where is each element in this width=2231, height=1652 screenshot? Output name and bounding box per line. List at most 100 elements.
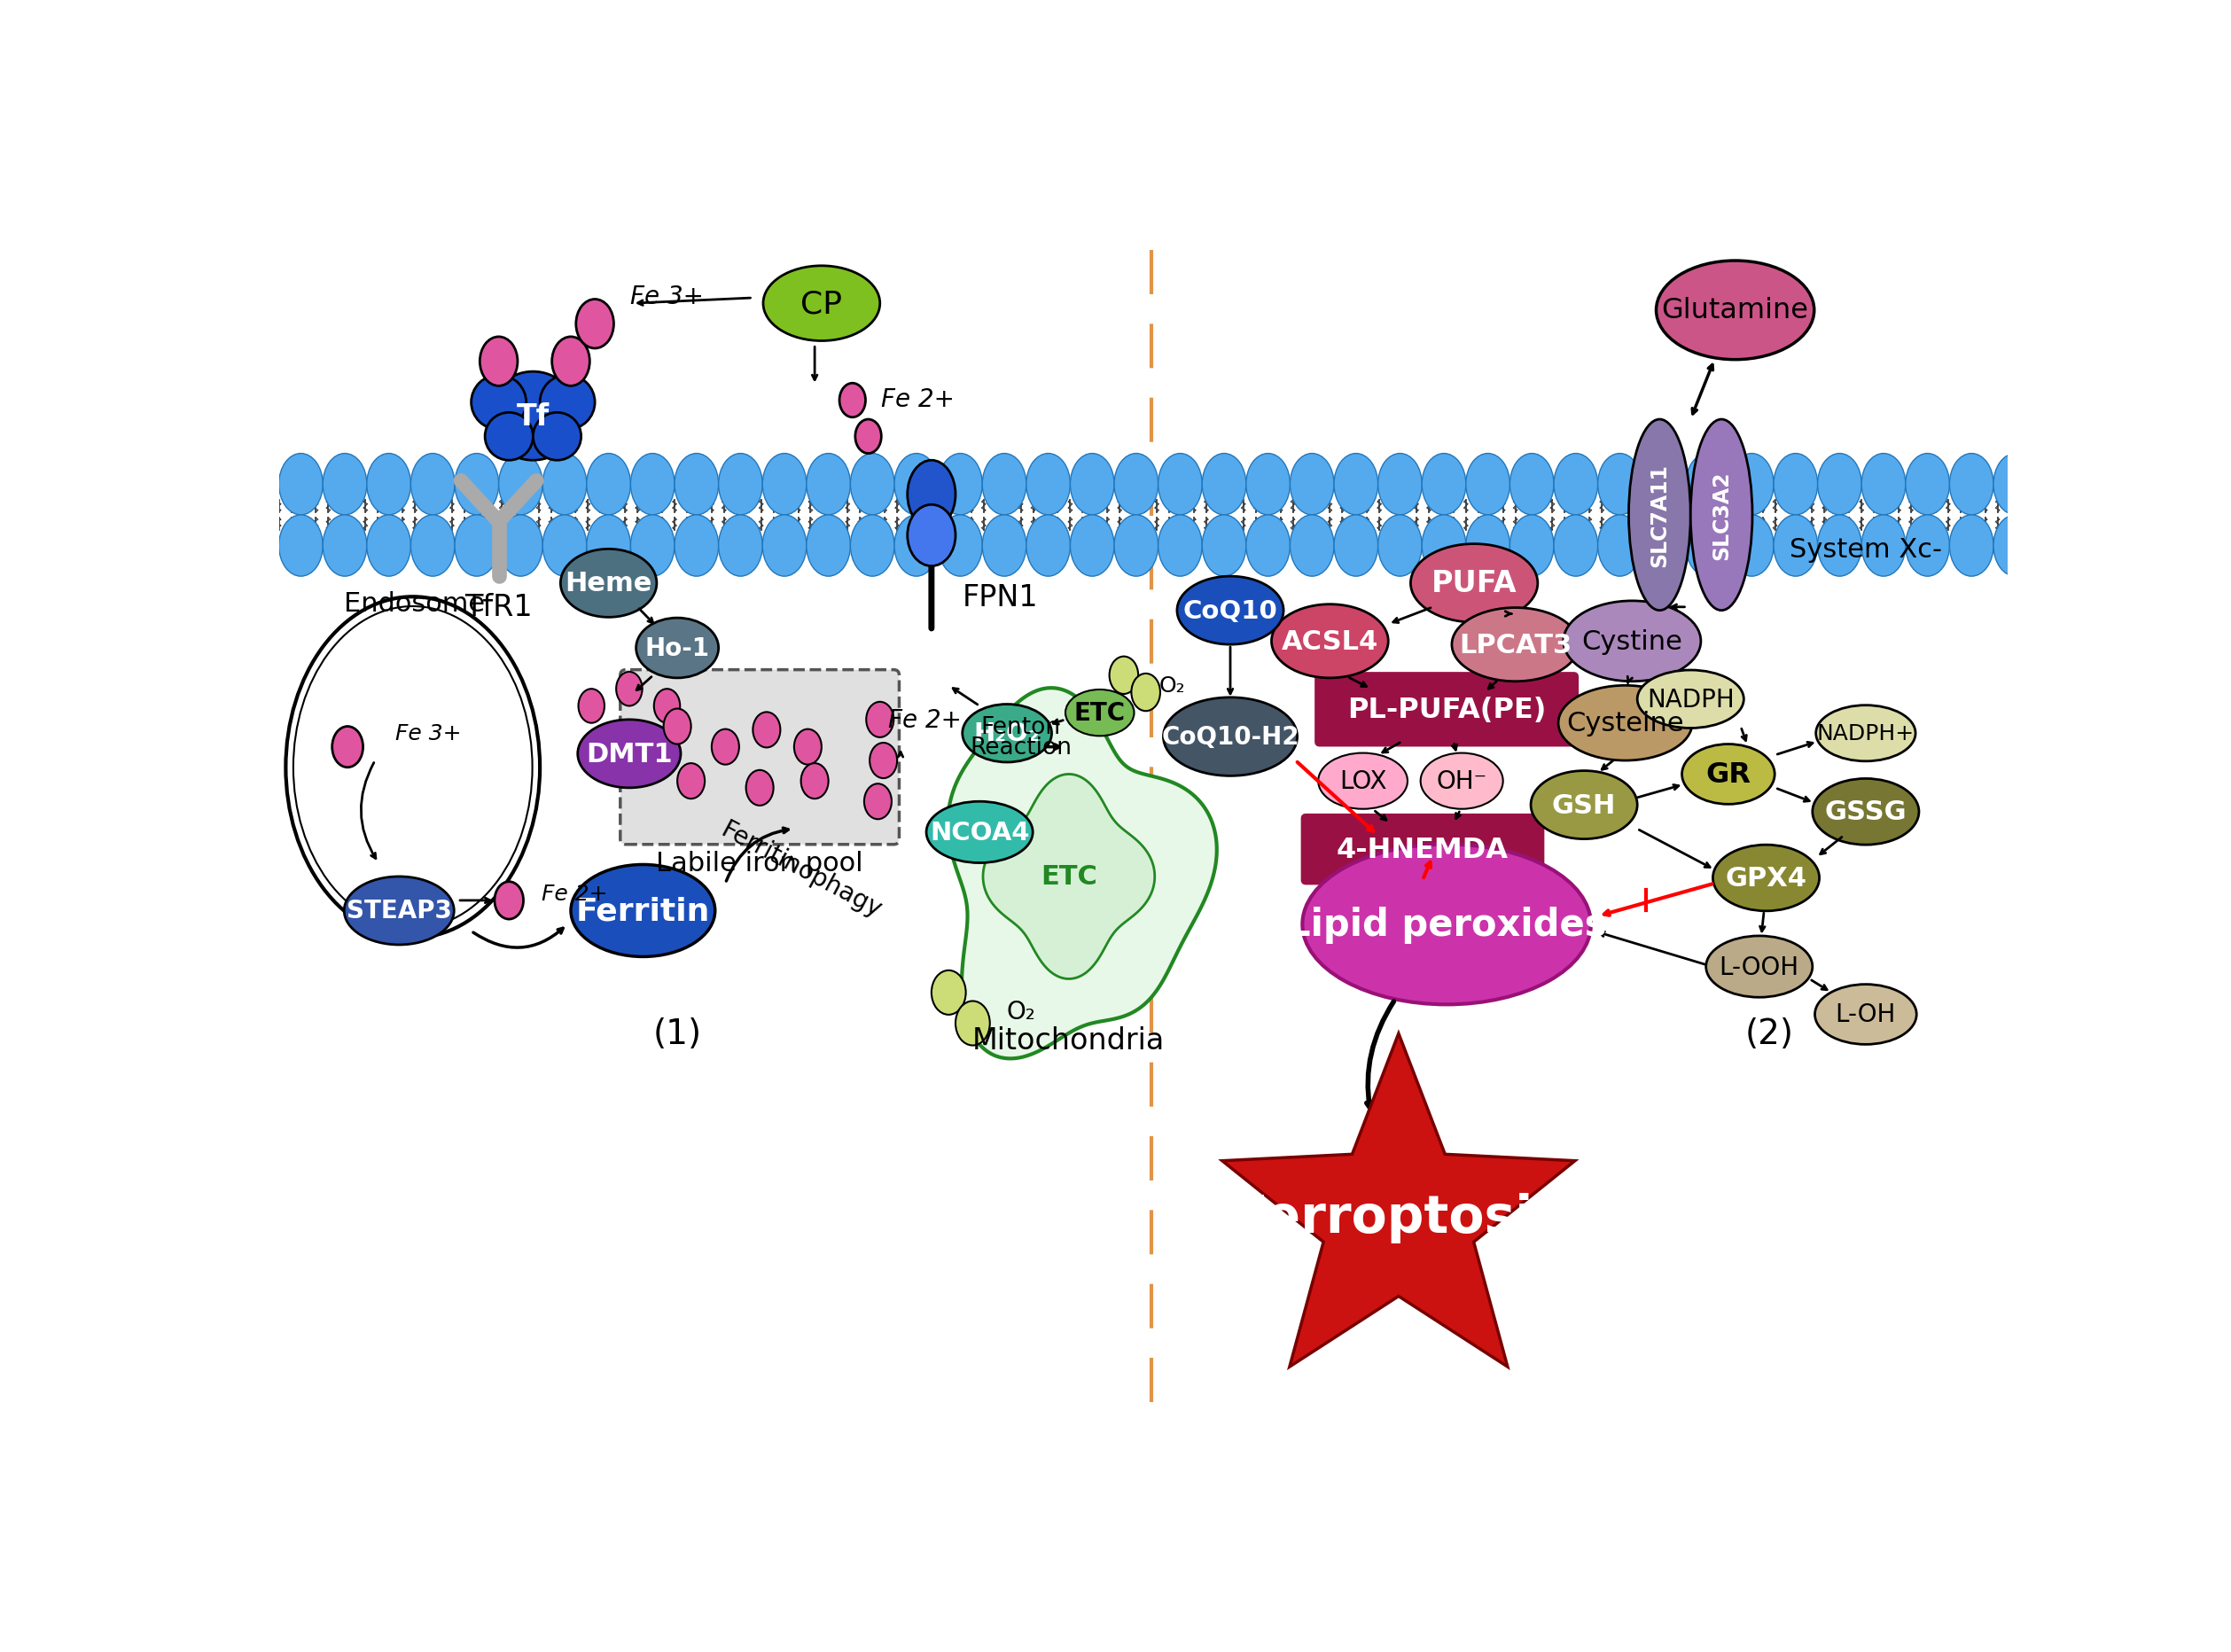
Text: TfR1: TfR1 xyxy=(464,593,533,623)
Text: Fe 2+: Fe 2+ xyxy=(542,884,607,905)
Ellipse shape xyxy=(455,515,500,577)
Text: Mitochondria: Mitochondria xyxy=(973,1026,1165,1056)
Ellipse shape xyxy=(366,515,411,577)
FancyBboxPatch shape xyxy=(1303,816,1544,884)
Ellipse shape xyxy=(1421,753,1504,809)
Ellipse shape xyxy=(895,454,939,515)
Ellipse shape xyxy=(1066,691,1133,737)
Text: Tf: Tf xyxy=(518,401,549,431)
Ellipse shape xyxy=(1816,705,1916,762)
Ellipse shape xyxy=(455,454,500,515)
Ellipse shape xyxy=(1334,454,1379,515)
Text: Fe 3+: Fe 3+ xyxy=(395,724,462,745)
Ellipse shape xyxy=(631,515,674,577)
Ellipse shape xyxy=(926,801,1033,864)
Ellipse shape xyxy=(1995,454,2037,515)
Text: Fe 2+: Fe 2+ xyxy=(881,387,955,411)
Ellipse shape xyxy=(1642,515,1687,577)
Ellipse shape xyxy=(1158,454,1203,515)
Ellipse shape xyxy=(1162,697,1296,776)
Text: L-OH: L-OH xyxy=(1836,1003,1896,1028)
Ellipse shape xyxy=(542,454,587,515)
Ellipse shape xyxy=(805,515,850,577)
Text: (1): (1) xyxy=(654,1018,703,1051)
Ellipse shape xyxy=(344,877,455,945)
Ellipse shape xyxy=(805,454,850,515)
Ellipse shape xyxy=(850,515,895,577)
Text: SLC3A2: SLC3A2 xyxy=(1711,471,1731,560)
Text: Ho-1: Ho-1 xyxy=(645,636,709,661)
Ellipse shape xyxy=(1452,608,1580,682)
Ellipse shape xyxy=(962,705,1051,763)
Text: Cystine: Cystine xyxy=(1582,629,1682,654)
Ellipse shape xyxy=(763,515,805,577)
Ellipse shape xyxy=(1553,454,1597,515)
Ellipse shape xyxy=(560,550,656,618)
Ellipse shape xyxy=(1564,601,1700,682)
Text: NADPH+: NADPH+ xyxy=(1816,724,1914,745)
Ellipse shape xyxy=(745,770,774,806)
Ellipse shape xyxy=(712,730,738,765)
Ellipse shape xyxy=(542,515,587,577)
Ellipse shape xyxy=(495,882,524,920)
Text: O₂: O₂ xyxy=(1006,999,1035,1024)
Ellipse shape xyxy=(866,702,895,738)
Ellipse shape xyxy=(1818,454,1861,515)
Polygon shape xyxy=(948,689,1216,1059)
Ellipse shape xyxy=(654,689,680,724)
Ellipse shape xyxy=(1553,515,1597,577)
Ellipse shape xyxy=(576,301,614,349)
Ellipse shape xyxy=(500,515,542,577)
Ellipse shape xyxy=(1629,420,1691,611)
Text: CP: CP xyxy=(801,289,843,319)
Ellipse shape xyxy=(982,515,1026,577)
Text: LPCAT3: LPCAT3 xyxy=(1459,633,1571,657)
Text: CoQ10-H2: CoQ10-H2 xyxy=(1162,725,1298,750)
Ellipse shape xyxy=(1774,454,1818,515)
Ellipse shape xyxy=(1247,454,1290,515)
Ellipse shape xyxy=(1687,454,1729,515)
Ellipse shape xyxy=(571,866,716,957)
Text: Fenton: Fenton xyxy=(982,715,1060,738)
Polygon shape xyxy=(984,775,1156,980)
Ellipse shape xyxy=(471,375,527,430)
Ellipse shape xyxy=(1158,515,1203,577)
Text: Fe 2+: Fe 2+ xyxy=(888,707,962,732)
Ellipse shape xyxy=(279,454,323,515)
Text: Reaction: Reaction xyxy=(970,735,1071,758)
Ellipse shape xyxy=(578,689,605,724)
Ellipse shape xyxy=(1410,545,1537,623)
Ellipse shape xyxy=(1071,515,1113,577)
Ellipse shape xyxy=(870,743,897,778)
Ellipse shape xyxy=(933,971,966,1014)
Text: Endosome: Endosome xyxy=(344,591,484,616)
Text: H₂O₂: H₂O₂ xyxy=(975,722,1040,747)
Ellipse shape xyxy=(489,372,578,461)
Text: GPX4: GPX4 xyxy=(1725,866,1807,890)
Ellipse shape xyxy=(631,454,674,515)
Ellipse shape xyxy=(1557,686,1693,762)
Ellipse shape xyxy=(1812,780,1919,846)
Text: ETC: ETC xyxy=(1040,864,1098,890)
Ellipse shape xyxy=(292,606,533,928)
Text: GSH: GSH xyxy=(1553,793,1615,818)
Ellipse shape xyxy=(1203,515,1247,577)
Ellipse shape xyxy=(1421,454,1466,515)
Ellipse shape xyxy=(1247,515,1290,577)
Ellipse shape xyxy=(1113,454,1158,515)
Text: Lipid peroxides: Lipid peroxides xyxy=(1287,905,1606,943)
Ellipse shape xyxy=(1950,515,1995,577)
Ellipse shape xyxy=(1466,515,1510,577)
Text: Ferroptosis: Ferroptosis xyxy=(1234,1193,1564,1244)
Ellipse shape xyxy=(752,712,781,748)
Text: SLC7A11: SLC7A11 xyxy=(1649,464,1671,567)
Text: System Xc-: System Xc- xyxy=(1789,537,1941,562)
Ellipse shape xyxy=(1814,985,1916,1044)
Text: Glutamine: Glutamine xyxy=(1662,297,1809,324)
Ellipse shape xyxy=(663,709,692,745)
Text: FPN1: FPN1 xyxy=(962,583,1037,611)
Ellipse shape xyxy=(323,454,366,515)
Text: 4-HNEMDA: 4-HNEMDA xyxy=(1336,836,1508,864)
Ellipse shape xyxy=(1729,515,1774,577)
FancyBboxPatch shape xyxy=(620,671,899,844)
